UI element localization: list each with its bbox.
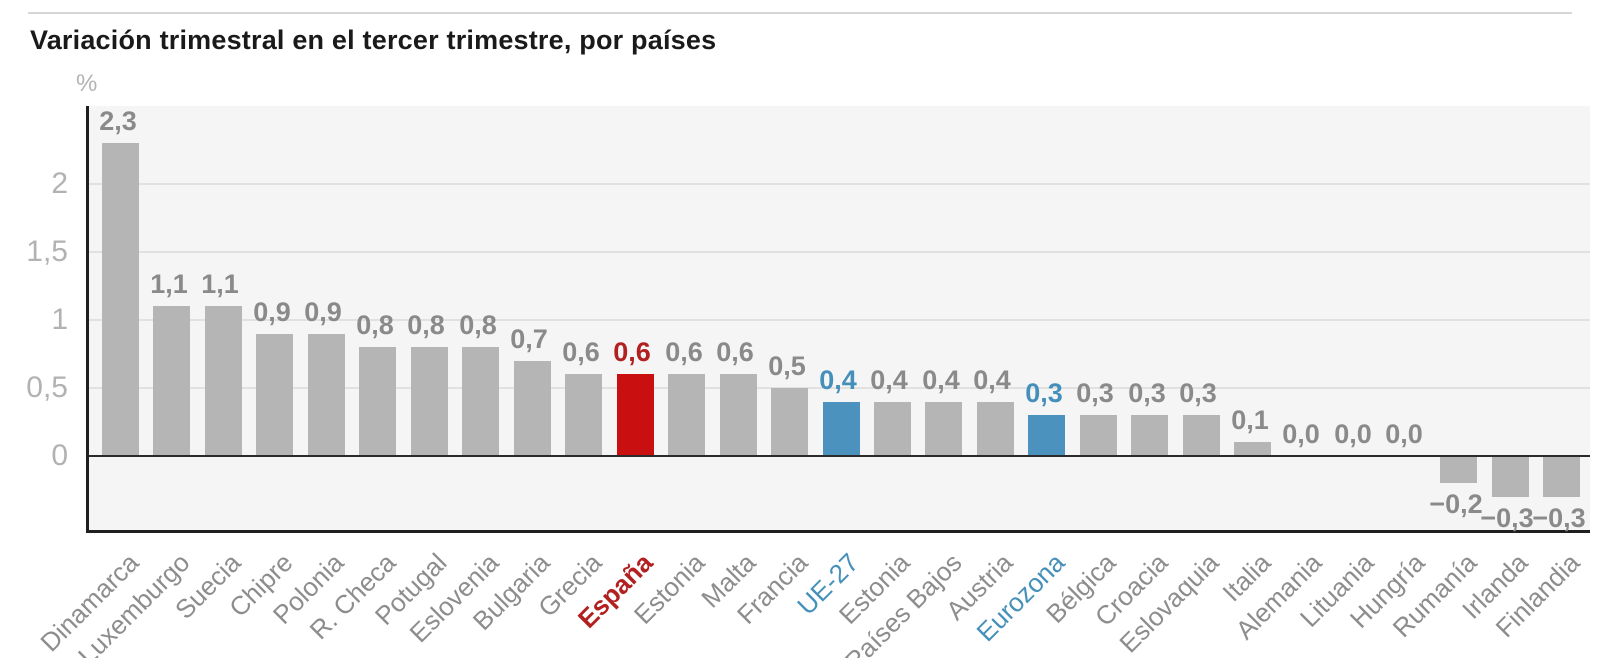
bar-belgica bbox=[1080, 415, 1117, 456]
bar-value-finlandia: −0,3 bbox=[1532, 503, 1586, 533]
bar-value-croacia: 0,3 bbox=[1128, 378, 1166, 408]
bar-value-eslovenia: 0,8 bbox=[459, 310, 497, 340]
bar-estonia bbox=[874, 402, 911, 456]
bar-value-polonia: 0,9 bbox=[304, 297, 342, 327]
bar-value-luxemburgo: 1,1 bbox=[150, 269, 188, 299]
gridline-2 bbox=[89, 183, 1590, 185]
bar-value-malta: 0,6 bbox=[716, 337, 754, 367]
bar-suecia bbox=[205, 306, 242, 456]
bar-value-grecia: 0,6 bbox=[562, 337, 600, 367]
bar-value-francia: 0,5 bbox=[768, 351, 806, 381]
bar-value-chipre: 0,9 bbox=[253, 297, 291, 327]
bar-italia bbox=[1234, 442, 1271, 456]
bar-rumania bbox=[1440, 456, 1477, 483]
bar-value-irlanda: −0,3 bbox=[1480, 503, 1534, 533]
gridline-1-5 bbox=[89, 251, 1590, 253]
bar-irlanda bbox=[1492, 456, 1529, 497]
bar-bulgaria bbox=[514, 361, 551, 456]
bar-value-eurozona: 0,3 bbox=[1025, 378, 1063, 408]
bar-value-potugal: 0,8 bbox=[407, 310, 445, 340]
zero-baseline bbox=[89, 455, 1590, 457]
bar-chipre bbox=[256, 334, 293, 456]
bar-value-lituania: 0,0 bbox=[1334, 419, 1372, 449]
gridline-1 bbox=[89, 319, 1590, 321]
bar-grecia bbox=[565, 374, 602, 456]
bar-value-paises-bajos: 0,4 bbox=[922, 365, 960, 395]
bar-malta bbox=[720, 374, 757, 456]
bar-value-hungria: 0,0 bbox=[1385, 419, 1423, 449]
bar-value-ue-27: 0,4 bbox=[819, 365, 857, 395]
gridline-0-5 bbox=[89, 387, 1590, 389]
top-divider bbox=[28, 12, 1572, 14]
bar-eurozona bbox=[1028, 415, 1065, 456]
chart-title: Variación trimestral en el tercer trimes… bbox=[30, 25, 717, 55]
bar-value-suecia: 1,1 bbox=[201, 269, 239, 299]
bar-eslovenia bbox=[462, 347, 499, 456]
bar-estonia bbox=[668, 374, 705, 456]
bar-value-austria: 0,4 bbox=[973, 365, 1011, 395]
bar-value-espana: 0,6 bbox=[613, 337, 651, 367]
bar-paises-bajos bbox=[925, 402, 962, 456]
bar-value-rumania: −0,2 bbox=[1429, 489, 1483, 519]
bar-r-checa bbox=[359, 347, 396, 456]
y-axis-tick-1-5: 1,5 bbox=[26, 235, 68, 268]
bar-value-alemania: 0,0 bbox=[1282, 419, 1320, 449]
y-axis-tick-1: 1 bbox=[51, 303, 68, 336]
bar-value-dinamarca: 2,3 bbox=[99, 106, 137, 136]
y-axis-tick-0: 0 bbox=[51, 439, 68, 472]
bar-eslovaquia bbox=[1183, 415, 1220, 456]
bar-espana bbox=[617, 374, 654, 456]
bar-value-estonia: 0,6 bbox=[665, 337, 703, 367]
y-axis-tick-0-5: 0,5 bbox=[26, 371, 68, 404]
bar-luxemburgo bbox=[153, 306, 190, 456]
bar-dinamarca bbox=[102, 143, 139, 456]
bar-finlandia bbox=[1543, 456, 1580, 497]
y-axis-tick-2: 2 bbox=[51, 167, 68, 200]
bar-francia bbox=[771, 388, 808, 456]
y-axis-unit-label: % bbox=[76, 70, 98, 97]
bar-value-italia: 0,1 bbox=[1231, 405, 1269, 435]
bar-value-estonia: 0,4 bbox=[870, 365, 908, 395]
bar-croacia bbox=[1131, 415, 1168, 456]
bar-polonia bbox=[308, 334, 345, 456]
bar-value-belgica: 0,3 bbox=[1076, 378, 1114, 408]
bar-austria bbox=[977, 402, 1014, 456]
bar-value-r-checa: 0,8 bbox=[356, 310, 394, 340]
bar-value-bulgaria: 0,7 bbox=[510, 324, 548, 354]
bar-potugal bbox=[411, 347, 448, 456]
bar-ue-27 bbox=[823, 402, 860, 456]
plot-area bbox=[86, 106, 1590, 533]
bar-value-eslovaquia: 0,3 bbox=[1179, 378, 1217, 408]
